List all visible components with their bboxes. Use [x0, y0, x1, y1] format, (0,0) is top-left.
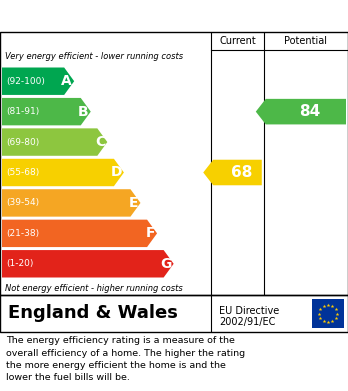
Text: 2002/91/EC: 2002/91/EC	[219, 316, 276, 326]
Text: E: E	[129, 196, 139, 210]
Text: Energy Efficiency Rating: Energy Efficiency Rating	[8, 7, 237, 25]
Polygon shape	[203, 160, 262, 185]
Text: Not energy efficient - higher running costs: Not energy efficient - higher running co…	[5, 284, 183, 293]
Text: England & Wales: England & Wales	[8, 305, 178, 323]
Text: B: B	[78, 105, 89, 118]
Text: A: A	[61, 74, 72, 88]
Text: (39-54): (39-54)	[6, 198, 39, 208]
Polygon shape	[2, 220, 157, 247]
Text: G: G	[160, 257, 172, 271]
Text: C: C	[95, 135, 105, 149]
Polygon shape	[2, 98, 91, 126]
Text: Potential: Potential	[284, 36, 327, 46]
Text: (81-91): (81-91)	[6, 107, 39, 116]
Polygon shape	[2, 68, 74, 95]
Text: 84: 84	[299, 104, 321, 119]
Text: (69-80): (69-80)	[6, 138, 39, 147]
Polygon shape	[2, 189, 141, 217]
Text: The energy efficiency rating is a measure of the
overall efficiency of a home. T: The energy efficiency rating is a measur…	[6, 336, 245, 382]
Polygon shape	[256, 99, 346, 124]
Text: F: F	[145, 226, 155, 240]
Text: (92-100): (92-100)	[6, 77, 45, 86]
Text: 68: 68	[231, 165, 252, 180]
Text: D: D	[110, 165, 122, 179]
Text: EU Directive: EU Directive	[219, 307, 279, 316]
Text: Very energy efficient - lower running costs: Very energy efficient - lower running co…	[5, 52, 183, 61]
Text: (55-68): (55-68)	[6, 168, 39, 177]
Bar	[312, 299, 344, 328]
Polygon shape	[2, 128, 107, 156]
Polygon shape	[2, 159, 124, 186]
Polygon shape	[2, 250, 174, 278]
Text: Current: Current	[219, 36, 256, 46]
Text: (21-38): (21-38)	[6, 229, 39, 238]
Text: (1-20): (1-20)	[6, 259, 33, 268]
